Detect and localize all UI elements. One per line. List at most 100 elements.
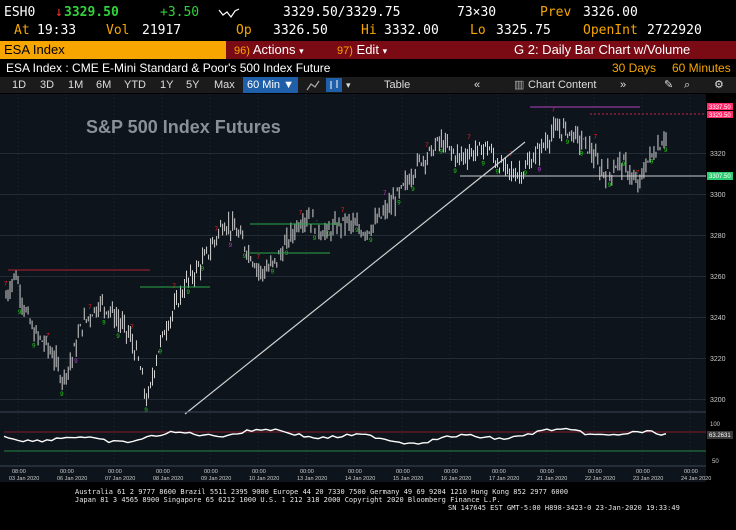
signal-marker: 9 [313, 236, 317, 242]
quote-row-1: ESH0 ↓ 3329.50 +3.50 3329.50/3329.75 73×… [0, 3, 736, 22]
range-max[interactable]: Max [214, 79, 235, 91]
settings-icon[interactable]: ⚙ [714, 79, 724, 91]
drawing-tools-icon[interactable]: ✎ [664, 79, 674, 91]
time-tick-label: 08:00 [12, 469, 26, 475]
footer: Australia 61 2 9777 8600 Brazil 5511 239… [0, 487, 736, 530]
down-arrow-icon: ↓ [55, 5, 63, 20]
date-tick-label: 10 Jan 2020 [249, 476, 279, 482]
signal-marker: 9 [608, 183, 612, 189]
bar-chart-icon[interactable] [326, 78, 342, 92]
signal-marker: 7 [257, 254, 261, 260]
openint-value: 2722920 [647, 23, 702, 38]
footer-line-1: Australia 61 2 9777 8600 Brazil 5511 239… [75, 488, 569, 496]
grid [0, 94, 706, 466]
signal-marker: 9 [116, 334, 120, 340]
time-tick-label: 00:00 [60, 469, 74, 475]
low-label: Lo [470, 23, 486, 38]
date-tick-label: 15 Jan 2020 [393, 476, 423, 482]
chart-content-button[interactable]: Chart Content [528, 79, 597, 91]
sparkline-icon [218, 8, 240, 19]
interval-select[interactable]: 60 Min ▼ [243, 77, 298, 93]
signal-marker: 9 [144, 408, 148, 414]
indicator-tag [707, 431, 733, 439]
signal-marker: 7 [510, 152, 514, 158]
price-bars [5, 116, 667, 407]
support-tag [707, 172, 733, 180]
openint-label: OpenInt [583, 23, 638, 38]
net-change: +3.50 [160, 5, 200, 20]
price-tick-label: 3260 [710, 274, 726, 281]
command-bar: ESA Index 96) Actions ▾ 97) Edit ▾ G 2: … [0, 41, 736, 59]
range-1y[interactable]: 1Y [160, 79, 174, 91]
signal-marker: 9 [60, 392, 64, 398]
time-tick-label: 00:00 [252, 469, 266, 475]
volume: 21917 [142, 23, 182, 38]
date-tick-label: 21 Jan 2020 [537, 476, 567, 482]
footer-line-3: SN 147645 EST GMT-5:00 H898-3423-0 23-Ja… [448, 504, 680, 512]
chart-title: G 2: Daily Bar Chart w/Volume [514, 42, 691, 57]
price-tick-label: 3200 [710, 397, 726, 404]
time-tick-label: 00:00 [300, 469, 314, 475]
collapse-icon[interactable]: « [474, 79, 481, 91]
range-1d[interactable]: 1D [12, 79, 27, 91]
ticker: ESH0 [4, 5, 36, 20]
vol-label: Vol [106, 23, 130, 38]
table-button[interactable]: Table [384, 79, 411, 91]
range-ytd[interactable]: YTD [124, 79, 146, 91]
line-chart-icon[interactable] [306, 79, 320, 91]
signal-marker: 9 [187, 290, 191, 296]
price-chart[interactable]: 7 9 9 7 9 9 7 9 9 7 9 9 7 9 9 7 9 9 7 9 9 7 9 9 7 9 9 7 9 9 7 9 9 7 9 9 7 9 9 7… [0, 94, 736, 484]
signal-marker: 7 [467, 135, 471, 141]
range-3d[interactable]: 3D [40, 79, 55, 91]
indicator-tick-50: 50 [712, 459, 719, 465]
signal-marker: 9 [495, 169, 499, 175]
signal-marker: 9 [243, 254, 247, 260]
interval-label[interactable]: 60 Minutes [672, 61, 731, 75]
price-tick-label: 3240 [710, 315, 726, 322]
actions-number: 96) [234, 45, 250, 57]
price-tick-label: 3220 [710, 356, 726, 363]
zoom-icon[interactable]: ⌕ [684, 79, 691, 91]
signal-marker: 7 [383, 191, 387, 197]
time-tick-label: 00:00 [636, 469, 650, 475]
security-field[interactable]: ESA Index [0, 41, 226, 59]
range-5y[interactable]: 5Y [186, 79, 200, 91]
period-label[interactable]: 30 Days [612, 61, 657, 75]
signal-marker: 9 [32, 344, 36, 350]
signal-marker: 9 [439, 150, 443, 156]
actions-menu[interactable]: 96) Actions ▾ [234, 41, 304, 60]
edit-menu[interactable]: 97) Edit ▾ [337, 41, 387, 60]
signal-marker: 9 [229, 243, 233, 249]
chart-toolbar: 1D 3D 1M 6M YTD 1Y 5Y Max 60 Min ▼ ▾ Tab… [0, 77, 736, 93]
last-price-tag-1 [707, 103, 733, 110]
price-tick-label: 3300 [710, 192, 726, 199]
time-tick-label: 00:00 [396, 469, 410, 475]
expand-icon[interactable]: » [620, 79, 627, 91]
dropdown-icon: ▾ [299, 46, 304, 56]
signal-marker: 9 [566, 140, 570, 146]
date-tick-label: 08 Jan 2020 [153, 476, 183, 482]
time-tick-label: 00:00 [444, 469, 458, 475]
time-tick-label: 00:00 [156, 469, 170, 475]
last-price-tag-2 [707, 111, 733, 118]
signal-marker: 9 [74, 359, 78, 365]
price-tick-label: 3280 [710, 233, 726, 240]
signal-marker: 7 [636, 170, 640, 176]
indicator-tag-text: 63.2631 [709, 433, 731, 439]
trendline[interactable] [184, 141, 526, 415]
oscillator-line [3, 427, 667, 445]
subtitle-row: ESA Index : CME E-Mini Standard & Poor's… [0, 60, 736, 76]
date-tick-label: 14 Jan 2020 [345, 476, 375, 482]
chart-type-dropdown-icon[interactable]: ▾ [346, 80, 351, 90]
signal-marker: 7 [4, 281, 8, 287]
signal-marker: 9 [524, 171, 528, 177]
range-1m[interactable]: 1M [68, 79, 84, 91]
footer-line-2: Japan 81 3 4565 8900 Singapore 65 6212 1… [75, 496, 501, 504]
last-price-tag-1-text: 3337.50 [709, 105, 731, 111]
quote-time: 19:33 [37, 23, 77, 38]
edit-number: 97) [337, 45, 353, 57]
price-tick-label: 3320 [710, 151, 726, 158]
range-6m[interactable]: 6M [96, 79, 112, 91]
indicator-tick-100: 100 [710, 422, 721, 428]
